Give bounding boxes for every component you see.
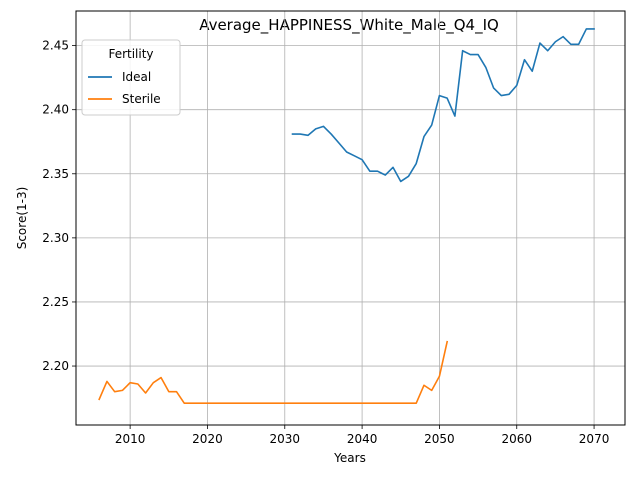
legend-label-ideal: Ideal: [122, 70, 151, 84]
x-tick-label: 2070: [579, 432, 610, 446]
legend-label-sterile: Sterile: [122, 92, 161, 106]
y-tick-label: 2.40: [42, 103, 69, 117]
x-tick-label: 2030: [270, 432, 301, 446]
y-tick-label: 2.35: [42, 167, 69, 181]
series-layer: [98, 28, 595, 405]
plot-frame: [75, 10, 626, 426]
x-tick-label: 2040: [347, 432, 378, 446]
x-tick-label: 2060: [501, 432, 532, 446]
legend-box: [81, 39, 181, 116]
x-tick-label: 2010: [115, 432, 146, 446]
y-tick-label: 2.25: [42, 295, 69, 309]
series-line-ideal: [291, 28, 595, 183]
x-tick-label: 2020: [192, 432, 223, 446]
y-tick-label: 2.20: [42, 359, 69, 373]
y-axis-ticks: 2.20 2.25 2.30 2.35 2.40 2.45: [42, 39, 76, 373]
legend: Fertility Ideal Sterile: [81, 39, 181, 116]
x-axis-ticks: 2010 2020 2030 2040 2050 2060 2070: [115, 425, 609, 446]
chart-title: Average_HAPPINESS_White_Male_Q4_IQ: [199, 16, 499, 35]
y-tick-label: 2.45: [42, 39, 69, 53]
series-line-sterile: [98, 340, 449, 405]
x-axis-label: Years: [333, 451, 366, 465]
y-axis-label: Score(1-3): [15, 187, 29, 250]
legend-title: Fertility: [108, 47, 153, 61]
y-tick-label: 2.30: [42, 231, 69, 245]
x-tick-label: 2050: [424, 432, 455, 446]
gridlines: [76, 11, 625, 425]
